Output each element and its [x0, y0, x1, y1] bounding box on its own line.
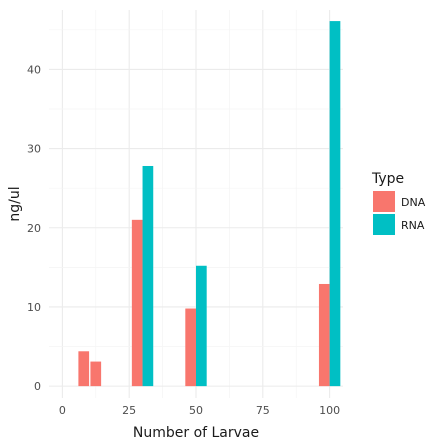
x-tick-labels: 0 25 50 75 100 [59, 404, 340, 417]
x-tick-label: 0 [59, 404, 66, 417]
y-tick-label: 20 [27, 222, 41, 235]
y-tick-label: 30 [27, 143, 41, 156]
bar-rna [196, 265, 207, 387]
bar-dna [185, 308, 196, 387]
bar-dna [90, 361, 102, 387]
bar-rna [142, 165, 154, 387]
legend-label-dna: DNA [401, 196, 426, 209]
y-tick-label: 40 [27, 63, 41, 76]
y-tick-labels: 0 10 20 30 40 [27, 63, 41, 393]
x-axis-title: Number of Larvae [133, 425, 259, 441]
x-tick-label: 75 [256, 404, 270, 417]
bar-rna [329, 21, 341, 387]
x-tick-label: 50 [189, 404, 203, 417]
legend-key-dna [373, 191, 395, 212]
bar-dna [318, 283, 330, 387]
x-tick-label: 100 [319, 404, 340, 417]
legend-label-rna: RNA [401, 219, 425, 232]
y-axis-title: ng/ul [7, 186, 23, 221]
y-tick-label: 10 [27, 301, 41, 314]
legend-key-rna [373, 214, 395, 235]
bars [78, 21, 341, 387]
y-tick-label: 0 [34, 380, 41, 393]
legend: Type DNA RNA [371, 171, 426, 235]
legend-title: Type [371, 171, 404, 187]
bar-dna [78, 351, 90, 387]
bar-dna [131, 219, 143, 387]
x-tick-label: 25 [122, 404, 136, 417]
